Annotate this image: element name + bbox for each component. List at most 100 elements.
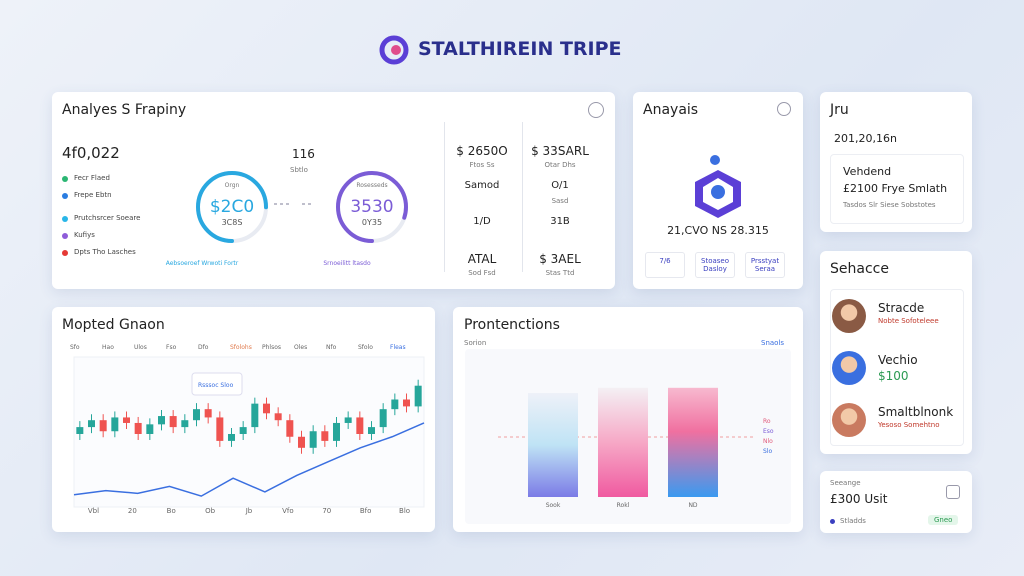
market-panel: Mopted Gnaon Sfo Hao Ulos Fso Dfo Sfolohs Phls… (52, 307, 435, 532)
candle-body (251, 403, 259, 428)
tab[interactable]: Fleas (390, 344, 406, 351)
tab[interactable]: Fso (166, 344, 177, 351)
candle-body (298, 436, 305, 448)
stat-value: $ 3AEL (539, 252, 581, 266)
logo (378, 35, 410, 65)
candle-body (88, 420, 95, 428)
candle-body (216, 417, 224, 441)
avatar (832, 299, 866, 333)
tab[interactable]: Hao (102, 344, 114, 351)
candle-body (193, 409, 200, 421)
x-label: Bo (167, 507, 176, 515)
panel-title: Mopted Gnaon (62, 317, 165, 333)
tooltip-box (191, 372, 243, 396)
gauge-label: Rosesseds (356, 182, 387, 189)
avatar (832, 403, 866, 437)
candle-body (158, 416, 165, 425)
legend-dot (62, 176, 68, 182)
bar (528, 393, 578, 497)
person-name: Smaltblnonk (878, 405, 954, 419)
chip: 7/6 (645, 252, 685, 278)
tab[interactable]: Ulos (134, 344, 147, 351)
button[interactable]: Snaols (761, 339, 785, 347)
button[interactable]: Gneo (928, 515, 959, 525)
candle-body (99, 420, 107, 432)
stat-sub: Stas Ttd (545, 269, 575, 277)
gauge-sub: 0Y35 (362, 218, 382, 227)
stat-value: O/1 (551, 180, 569, 191)
tab[interactable]: Sfolohs (230, 344, 252, 351)
tab[interactable]: Phlsos (262, 344, 281, 351)
x-label: Rokl (617, 502, 630, 509)
candle-body (169, 416, 177, 428)
stat-sub: Sasd (551, 197, 569, 205)
tab[interactable]: Oles (294, 344, 307, 351)
bar-chart: Sook Rokl ND Ro Eso Nlo Slo (498, 387, 774, 509)
close-button[interactable] (946, 485, 960, 499)
people-panel: Sehacce Stracde Nobte Sofoteleee Vechio $10… (820, 251, 972, 454)
plot-frame (73, 356, 425, 508)
gauge-caption: Aebsoeroef Wrwoti Fortr (166, 260, 239, 267)
candle-body (403, 399, 410, 407)
side-legend: Slo (763, 448, 772, 455)
center-label: 116 (292, 147, 315, 161)
candle-body (309, 431, 317, 448)
candle-body (76, 427, 84, 434)
panel-title: Jru (830, 102, 849, 118)
account-panel: Jru 201,20,16n Vehdend £2100 Frye Smlath… (820, 92, 972, 232)
avatar (832, 351, 866, 385)
gauge-value: $2C0 (210, 197, 254, 217)
stat-value: 31B (550, 216, 570, 227)
projections-panel: Prontenctions Sorion Snaols Sook Rokl ND Ro… (453, 307, 803, 532)
legend-label: Dpts Tho Lasches (74, 248, 136, 256)
stat-sub: Otar Dhs (544, 161, 576, 169)
people-list (830, 289, 964, 446)
tag: Stladds (840, 517, 866, 525)
panel-title: Prontenctions (464, 317, 560, 333)
tab[interactable]: Sfolo (358, 344, 373, 351)
candle-body (146, 424, 154, 434)
tab[interactable]: Nfo (326, 344, 337, 351)
legend-label: Kufiys (74, 231, 95, 239)
legend-label: Prutchsrcer Soeare (74, 214, 141, 222)
hex-icon (695, 155, 741, 218)
trend-line (73, 422, 425, 497)
card-label: Vehdend (843, 165, 892, 178)
settings-panel: Seeange £300 Usit Stladds Gneo (820, 471, 972, 533)
gauge-sub: 3C8S (222, 218, 243, 227)
panel-title: Seeange (830, 479, 861, 487)
candle-body (274, 413, 282, 421)
tab[interactable]: Dfo (198, 344, 209, 351)
divider (522, 122, 523, 272)
legend-label: Fecr Flaed (74, 174, 110, 182)
candle-body (286, 420, 294, 437)
candle-body (368, 427, 375, 434)
info-button[interactable] (777, 102, 791, 116)
analysis-value: 21,CVO NS 28.315 (667, 224, 769, 237)
x-label: Jb (245, 507, 253, 515)
bar (668, 387, 718, 497)
gauge-arc (336, 171, 408, 243)
x-label: 20 (128, 507, 137, 515)
settings-value: £300 Usit (830, 492, 888, 506)
candle-body (123, 417, 130, 423)
tab[interactable]: Sfo (70, 344, 80, 351)
chip: Stoaseo Dasloy (695, 252, 735, 278)
legend-dot (62, 193, 68, 199)
date: 201,20,16n (834, 132, 897, 145)
gauge-value: 3530 (350, 197, 393, 217)
candle-body (356, 417, 364, 434)
x-label: Vfo (282, 507, 294, 515)
side-legend: Ro (763, 418, 771, 425)
x-label: ND (688, 502, 697, 509)
tooltip: Rsssoc Sloo (198, 382, 234, 389)
person-detail: Nobte Sofoteleee (878, 317, 939, 325)
x-label: 70 (322, 507, 331, 515)
x-label: Ob (205, 507, 216, 515)
person-detail: Yesoso Somehtno (878, 421, 940, 429)
side-legend: Nlo (763, 438, 773, 445)
info-button[interactable] (588, 102, 604, 118)
candle-body (263, 403, 270, 414)
